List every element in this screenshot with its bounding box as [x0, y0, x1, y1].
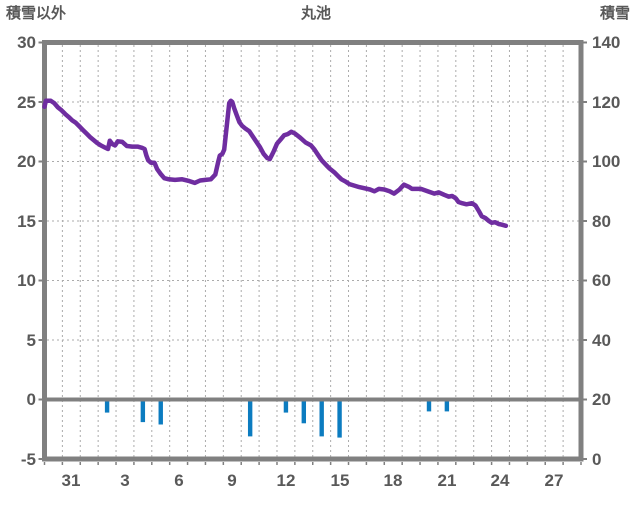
x-tick: 31 [62, 471, 81, 490]
precip-bar [319, 399, 324, 437]
right-tick: 80 [592, 212, 611, 231]
precip-bar [444, 399, 450, 412]
plot-area [38, 40, 587, 465]
left-tick: 20 [17, 152, 36, 171]
x-tick: 21 [438, 471, 457, 490]
precip-bar [283, 399, 289, 413]
right-tick: 0 [592, 450, 601, 469]
right-axis-tick-labels: 140 120 100 80 60 40 20 0 [592, 33, 620, 469]
precip-bar [301, 399, 307, 424]
right-axis-title: 積雪 [599, 4, 630, 22]
x-tick: 9 [227, 471, 236, 490]
right-tick: 100 [592, 152, 620, 171]
x-tick: 24 [491, 471, 510, 490]
x-tick: 15 [331, 471, 350, 490]
right-tick: 20 [592, 390, 611, 409]
precip-bar [426, 399, 432, 412]
left-tick: 10 [17, 271, 36, 290]
precip-bar [247, 399, 253, 437]
left-axis-title: 積雪以外 [5, 4, 66, 22]
x-axis-tick-labels: 31 3 6 9 12 15 18 21 24 27 [62, 471, 564, 490]
left-tick: 5 [27, 331, 36, 350]
x-tick: 18 [384, 471, 403, 490]
left-axis-tick-labels: 30 25 20 15 10 5 0 -5 [17, 33, 36, 469]
left-tick: 30 [17, 33, 36, 52]
x-tick: 27 [545, 471, 564, 490]
right-tick: 40 [592, 331, 611, 350]
right-tick: 140 [592, 33, 620, 52]
x-tick: 6 [174, 471, 183, 490]
x-tick: 3 [120, 471, 129, 490]
plot-frame [42, 40, 584, 462]
left-tick: 0 [27, 390, 36, 409]
x-tick: 12 [277, 471, 296, 490]
precip-bar [158, 399, 163, 425]
left-tick: -5 [21, 450, 36, 469]
left-tick: 25 [17, 93, 36, 112]
chart-title: 丸池 [300, 4, 331, 22]
precip-bar [104, 399, 110, 413]
right-tick: 60 [592, 271, 611, 290]
precip-bar [337, 399, 342, 438]
left-tick: 15 [17, 212, 36, 231]
precip-bar [140, 399, 146, 423]
snow-depth-line [42, 98, 509, 229]
right-tick: 120 [592, 93, 620, 112]
